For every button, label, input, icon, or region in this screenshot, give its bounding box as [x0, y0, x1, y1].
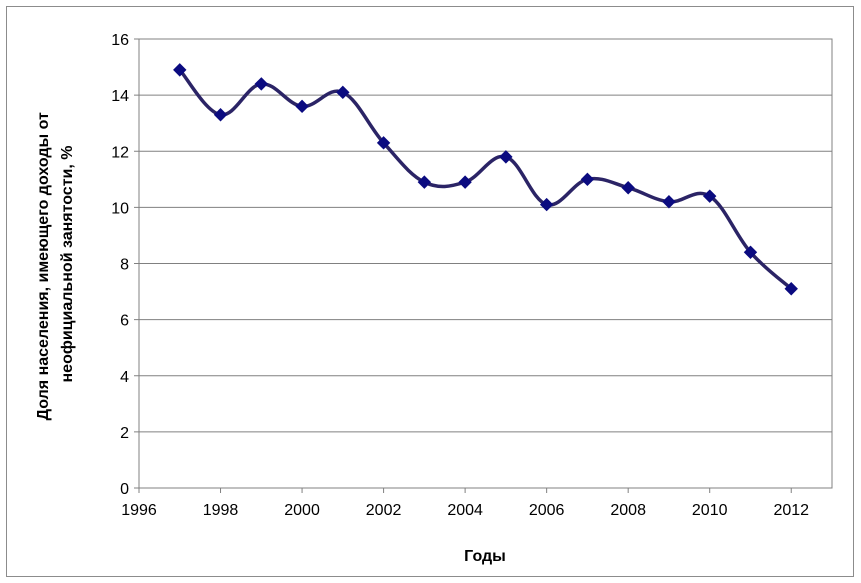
y-tick-label: 2 — [120, 425, 129, 442]
axis-layer: 0 2 4 6 8 10 12 14 16 1996 1998 2000 2002 2004 2006 200… — [111, 32, 809, 519]
y-tick-label: 16 — [111, 32, 129, 49]
data-point-marker — [621, 181, 635, 195]
y-axis-title-line-1: Доля населения, имеющего доходы от — [35, 112, 52, 420]
x-tick-label: 2004 — [447, 502, 483, 519]
data-point-marker — [580, 172, 595, 187]
y-axis-title-line-2: неофициальной занятости, % — [59, 146, 76, 383]
x-tick-label: 1998 — [203, 502, 239, 519]
y-tick-label: 14 — [111, 88, 129, 105]
chart-frame: 0 2 4 6 8 10 12 14 16 1996 1998 2000 2002 2004 2006 200… — [6, 6, 854, 577]
grid-layer — [139, 94, 832, 433]
series-layer — [173, 63, 798, 296]
data-point-marker — [702, 189, 717, 203]
y-tick-label: 12 — [111, 144, 129, 161]
data-point-marker — [336, 85, 350, 100]
x-tick-label: 2010 — [692, 502, 728, 519]
x-tick-label: 2008 — [610, 502, 646, 519]
x-tick-label: 2002 — [366, 502, 402, 519]
data-point-marker — [743, 245, 758, 259]
data-point-marker — [662, 195, 676, 209]
data-point-marker — [539, 197, 554, 212]
x-tick-label: 1996 — [121, 502, 157, 519]
x-tick-label: 2006 — [529, 502, 565, 519]
data-point-marker — [458, 175, 472, 189]
y-tick-label: 6 — [120, 313, 129, 330]
data-point-marker — [213, 108, 228, 122]
data-point-marker — [295, 99, 309, 114]
y-tick-label: 4 — [120, 369, 129, 386]
x-axis-title: Годы — [464, 548, 506, 565]
data-point-marker — [173, 63, 187, 77]
y-axis-title: Доля населения, имеющего доходы от неофи… — [35, 108, 76, 421]
series-line — [178, 68, 793, 291]
data-point-marker — [376, 136, 391, 150]
x-tick-label: 2012 — [773, 502, 809, 519]
y-tick-label: 8 — [120, 257, 129, 274]
data-point-marker — [254, 77, 269, 91]
data-point-marker — [499, 150, 513, 164]
data-point-marker — [417, 175, 432, 189]
y-tick-label: 10 — [111, 200, 129, 217]
y-tick-label: 0 — [120, 481, 129, 498]
data-point-marker — [784, 282, 798, 296]
line-chart: 0 2 4 6 8 10 12 14 16 1996 1998 2000 2002 2004 2006 200… — [35, 32, 833, 565]
x-tick-label: 2000 — [284, 502, 320, 519]
